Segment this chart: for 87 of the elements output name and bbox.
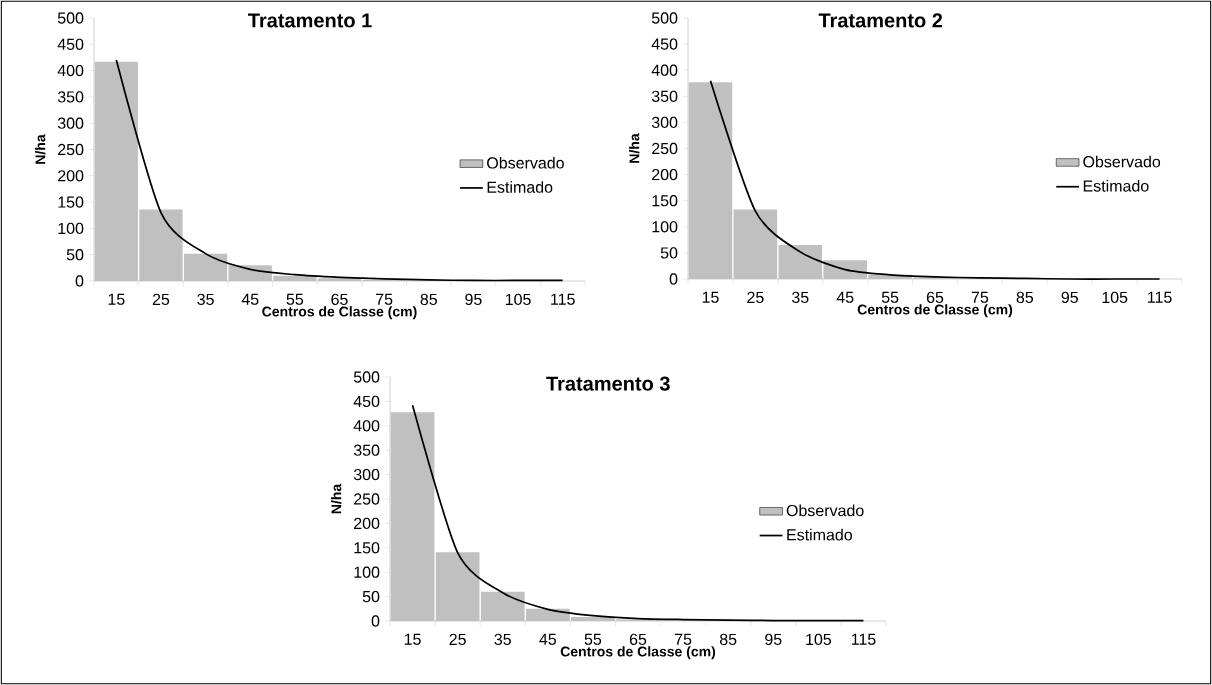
- y-tick-label: 0: [371, 615, 380, 627]
- line-series: [115, 59, 564, 282]
- y-tick-label: 250: [354, 493, 380, 505]
- x-tick-label: 95: [465, 293, 482, 306]
- x-tick-label: 65: [331, 293, 348, 306]
- legend-label: Estimado: [487, 181, 553, 193]
- y-tick-label: 450: [353, 395, 380, 408]
- y-tick-label: 350: [651, 90, 678, 102]
- line-series: [709, 79, 1161, 280]
- y-tick-label: 250: [58, 143, 84, 156]
- x-tick-label: 45: [539, 633, 557, 645]
- x-tick-label: 85: [719, 633, 737, 646]
- line-series: [411, 404, 865, 622]
- legend-label: Observado: [786, 504, 864, 517]
- x-tick-label: 85: [1016, 291, 1034, 304]
- x-axis-title: Centros de Classe (cm): [560, 646, 716, 660]
- y-tick-label: 300: [353, 468, 380, 481]
- x-tick-label: 55: [286, 293, 304, 305]
- bar: [733, 209, 778, 279]
- x-tick-label: 105: [1102, 291, 1128, 304]
- x-tick-label: 75: [675, 633, 692, 645]
- x-tick-label: 115: [851, 633, 876, 645]
- y-tick-label: 200: [58, 170, 84, 182]
- chart-title: Tratamento 1: [248, 13, 372, 28]
- y-tick-label: 500: [57, 12, 84, 24]
- y-axis-title: N/ha: [629, 133, 640, 163]
- x-tick-label: 15: [702, 291, 719, 303]
- y-tick-label: 400: [57, 64, 84, 77]
- x-tick-label: 25: [449, 633, 466, 646]
- x-tick-label: 25: [747, 291, 764, 304]
- x-tick-label: 105: [806, 633, 832, 646]
- x-tick-label: 95: [765, 633, 782, 646]
- y-tick-label: 200: [652, 168, 678, 181]
- y-tick-label: 50: [66, 249, 84, 261]
- x-tick-label: 65: [629, 633, 647, 646]
- bar: [688, 82, 733, 279]
- y-tick-label: 150: [652, 195, 678, 207]
- x-tick-label: 115: [551, 293, 575, 305]
- x-tick-label: 65: [926, 291, 944, 304]
- y-tick-label: 100: [354, 566, 380, 578]
- legend-label: Observado: [487, 156, 564, 169]
- x-tick-label: 45: [241, 293, 259, 305]
- y-tick-label: 450: [57, 38, 84, 50]
- legend-label: Estimado: [1083, 179, 1149, 192]
- y-tick-label: 500: [353, 371, 380, 383]
- y-tick-label: 400: [353, 420, 380, 432]
- x-tick-label: 95: [1061, 291, 1078, 304]
- y-tick-label: 100: [652, 221, 678, 233]
- y-tick-label: 200: [354, 517, 380, 530]
- y-tick-label: 350: [353, 444, 380, 456]
- x-axis-title: Centros de Classe (cm): [857, 304, 1013, 318]
- x-tick-label: 25: [152, 293, 170, 306]
- y-tick-label: 0: [669, 273, 678, 285]
- legend-label: Observado: [1083, 155, 1161, 168]
- y-tick-label: 450: [651, 38, 678, 50]
- x-axis-title: Centros de Classe (cm): [262, 306, 417, 320]
- x-tick-label: 75: [376, 293, 393, 305]
- x-tick-label: 115: [1148, 291, 1172, 303]
- chart-title: Tratamento 3: [546, 376, 670, 391]
- x-tick-label: 15: [404, 633, 421, 645]
- y-axis-title: N/ha: [35, 134, 46, 164]
- x-tick-label: 35: [791, 291, 809, 304]
- x-tick-label: 75: [971, 291, 989, 303]
- y-tick-label: 250: [652, 142, 678, 155]
- x-tick-label: 35: [494, 633, 511, 646]
- x-tick-label: 35: [197, 293, 214, 306]
- x-tick-label: 105: [505, 293, 531, 306]
- y-tick-label: 50: [660, 247, 678, 259]
- y-tick-label: 150: [354, 542, 380, 554]
- y-tick-label: 350: [57, 91, 84, 103]
- y-tick-label: 150: [58, 196, 84, 208]
- bar: [390, 412, 435, 621]
- x-tick-label: 15: [108, 293, 125, 305]
- x-tick-label: 55: [881, 291, 899, 303]
- y-axis-title: N/ha: [331, 483, 342, 514]
- y-tick-label: 300: [57, 117, 84, 129]
- y-tick-label: 50: [362, 590, 380, 603]
- y-tick-label: 400: [651, 64, 678, 76]
- x-tick-label: 55: [584, 633, 602, 645]
- y-tick-label: 0: [75, 275, 84, 287]
- y-tick-label: 500: [651, 12, 678, 24]
- y-tick-label: 300: [651, 116, 678, 129]
- chart-title: Tratamento 2: [818, 13, 943, 28]
- x-tick-label: 45: [836, 291, 854, 303]
- legend-label: Estimado: [787, 528, 853, 541]
- y-tick-label: 100: [58, 222, 84, 235]
- x-tick-label: 85: [420, 293, 437, 306]
